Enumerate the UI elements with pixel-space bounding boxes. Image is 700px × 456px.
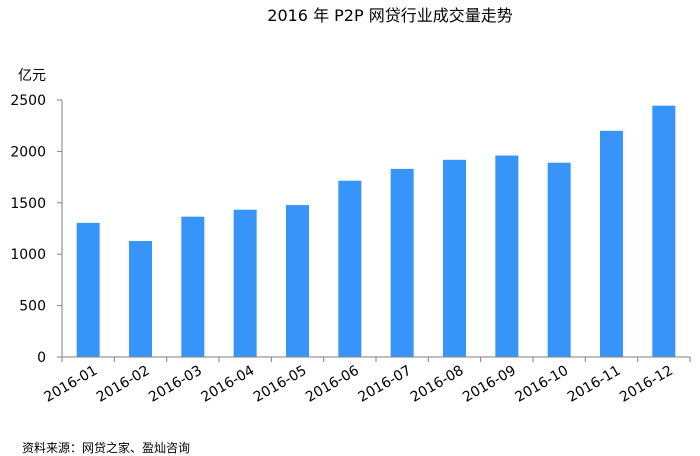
x-tick-label-2016-04: 2016-04 [199, 363, 258, 406]
bar-2016-08 [443, 159, 466, 357]
y-tick-label-1000: 1000 [10, 247, 46, 263]
chart-title: 2016 年 P2P 网贷行业成交量走势 [267, 6, 512, 25]
x-tick-label-2016-06: 2016-06 [303, 363, 362, 406]
x-tick-label-2016-01: 2016-01 [42, 363, 101, 406]
x-tick-label-2016-12: 2016-12 [617, 363, 676, 406]
x-tick-label-2016-08: 2016-08 [408, 363, 467, 406]
bar-2016-10 [547, 162, 571, 357]
x-tick-label-2016-03: 2016-03 [146, 363, 205, 406]
x-axis-ticks: 2016-012016-022016-032016-042016-052016-… [42, 357, 691, 406]
x-tick-label-2016-11: 2016-11 [565, 363, 624, 406]
bar-series [76, 105, 676, 358]
y-tick-label-0: 0 [37, 350, 46, 366]
y-tick-label-2000: 2000 [10, 144, 46, 160]
y-axis-unit-label: 亿元 [18, 68, 46, 84]
source-note: 资料来源：网贷之家、盈灿咨询 [22, 440, 190, 455]
y-tick-label-1500: 1500 [10, 196, 46, 212]
bar-2016-01 [76, 222, 100, 357]
bar-2016-06 [338, 180, 362, 357]
bar-2016-03 [181, 216, 205, 357]
x-tick-label-2016-02: 2016-02 [94, 363, 153, 406]
axes [61, 100, 690, 358]
x-tick-label-2016-10: 2016-10 [513, 363, 572, 406]
x-tick-label-2016-09: 2016-09 [460, 363, 519, 406]
x-tick-label-2016-05: 2016-05 [251, 363, 310, 406]
y-tick-label-500: 500 [19, 299, 46, 315]
bar-2016-04 [233, 209, 257, 357]
bar-2016-05 [286, 205, 309, 357]
bar-2016-09 [495, 155, 519, 357]
bar-2016-02 [129, 241, 152, 357]
bar-2016-11 [600, 130, 623, 357]
bar-2016-12 [652, 105, 676, 358]
x-tick-label-2016-07: 2016-07 [356, 363, 415, 406]
bar-2016-07 [390, 168, 414, 357]
y-axis-ticks: 0 500 1000 1500 2000 2500 [10, 93, 62, 366]
y-tick-label-2500: 2500 [10, 93, 46, 109]
